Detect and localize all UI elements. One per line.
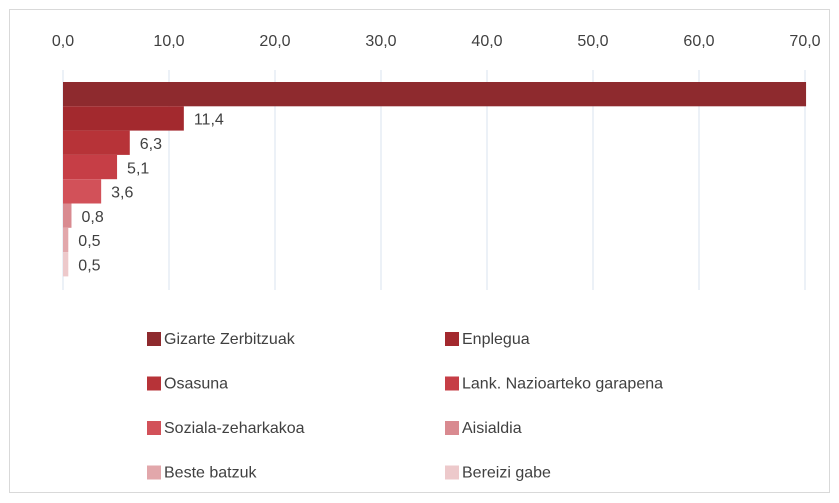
legend-swatch: [445, 465, 459, 480]
value-label: 0,5: [78, 233, 100, 250]
legend-swatch: [147, 421, 161, 435]
x-tick-label: 30,0: [365, 33, 396, 50]
bar: [63, 106, 184, 131]
legend-swatch: [445, 421, 459, 435]
chart-frame: [9, 9, 830, 493]
legend-swatch: [147, 376, 161, 391]
x-tick-label: 20,0: [259, 33, 290, 50]
legend-label: Osasuna: [164, 376, 228, 393]
x-tick-label: 40,0: [471, 33, 502, 50]
value-label: 3,6: [111, 185, 133, 202]
legend-label: Beste batzuk: [164, 465, 258, 482]
value-label: 11,4: [194, 112, 224, 129]
legend-label: Enplegua: [462, 331, 530, 348]
x-tick-label: 10,0: [153, 33, 184, 50]
x-tick-label: 70,0: [789, 33, 820, 50]
value-label: 5,1: [127, 160, 149, 177]
x-tick-label: 60,0: [683, 33, 714, 50]
legend-label: Aisialdia: [462, 420, 522, 437]
bar: [63, 130, 130, 155]
bar: [63, 203, 72, 228]
legend-label: Bereizi gabe: [462, 465, 551, 482]
bar: [63, 154, 118, 180]
legend-swatch: [147, 465, 161, 480]
x-tick-label: 0,0: [52, 33, 74, 50]
legend-label: Lank. Nazioarteko garapena: [462, 376, 663, 393]
value-label: 0,8: [81, 209, 103, 226]
bar: [63, 82, 807, 107]
bar: [63, 227, 69, 253]
legend-swatch: [147, 332, 161, 346]
legend-label: Soziala-zeharkakoa: [164, 420, 305, 437]
x-tick-label: 50,0: [577, 33, 608, 50]
legend-swatch: [445, 376, 459, 391]
legend-label: Gizarte Zerbitzuak: [164, 331, 296, 348]
legend-swatch: [445, 332, 459, 346]
bar: [63, 179, 102, 204]
value-label: 6,3: [140, 136, 162, 153]
bar: [63, 252, 69, 277]
value-label: 0,5: [78, 257, 100, 274]
